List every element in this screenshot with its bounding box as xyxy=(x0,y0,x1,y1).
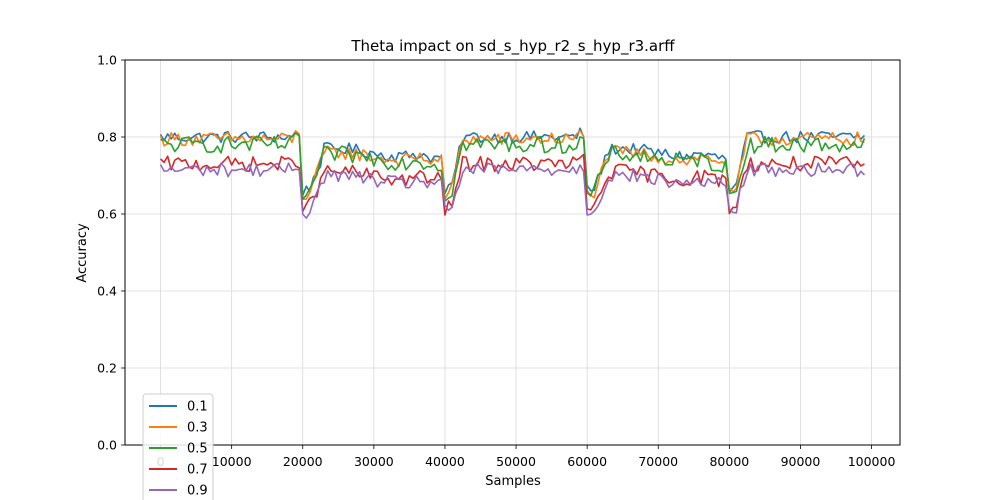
x-tick-label: 100000 xyxy=(848,454,896,469)
y-axis-label: Accuracy xyxy=(75,223,90,283)
x-tick-label: 10000 xyxy=(212,454,252,469)
legend-label: 0.5 xyxy=(187,442,208,457)
x-tick-label: 60000 xyxy=(567,454,607,469)
legend: 0.1 0.3 0.5 0.7 0.9 xyxy=(142,393,214,500)
y-tick-label: 1.0 xyxy=(97,53,117,68)
x-tick-label: 50000 xyxy=(496,454,536,469)
x-tick-label: 70000 xyxy=(638,454,678,469)
legend-label: 0.1 xyxy=(187,400,208,415)
x-tick-label: 90000 xyxy=(781,454,821,469)
legend-box xyxy=(142,393,214,500)
x-axis-label: Samples xyxy=(485,474,541,489)
legend-label: 0.9 xyxy=(187,484,208,499)
y-tick-label: 0.0 xyxy=(97,438,117,453)
series-line-0-9 xyxy=(159,162,866,219)
series-lines xyxy=(159,127,866,219)
plot-frame xyxy=(124,59,901,446)
series-line-0-5 xyxy=(160,132,866,202)
x-tick-label: 20000 xyxy=(283,454,323,469)
y-tick-label: 0.8 xyxy=(97,130,117,145)
legend-label: 0.3 xyxy=(187,421,208,436)
chart-title: Theta impact on sd_s_hyp_r2_s_hyp_r3.arf… xyxy=(350,37,675,56)
x-axis: 0100002000030000400005000060000700008000… xyxy=(157,445,896,469)
y-axis: 0.0 0.2 0.4 0.6 0.8 1.0 xyxy=(97,53,125,453)
x-tick-label: 40000 xyxy=(425,454,465,469)
y-tick-label: 0.4 xyxy=(97,284,117,299)
y-tick-label: 0.2 xyxy=(97,361,117,376)
y-tick-label: 0.6 xyxy=(97,207,117,222)
x-tick-label: 80000 xyxy=(709,454,749,469)
legend-label: 0.7 xyxy=(187,463,208,478)
x-tick-label: 30000 xyxy=(354,454,394,469)
